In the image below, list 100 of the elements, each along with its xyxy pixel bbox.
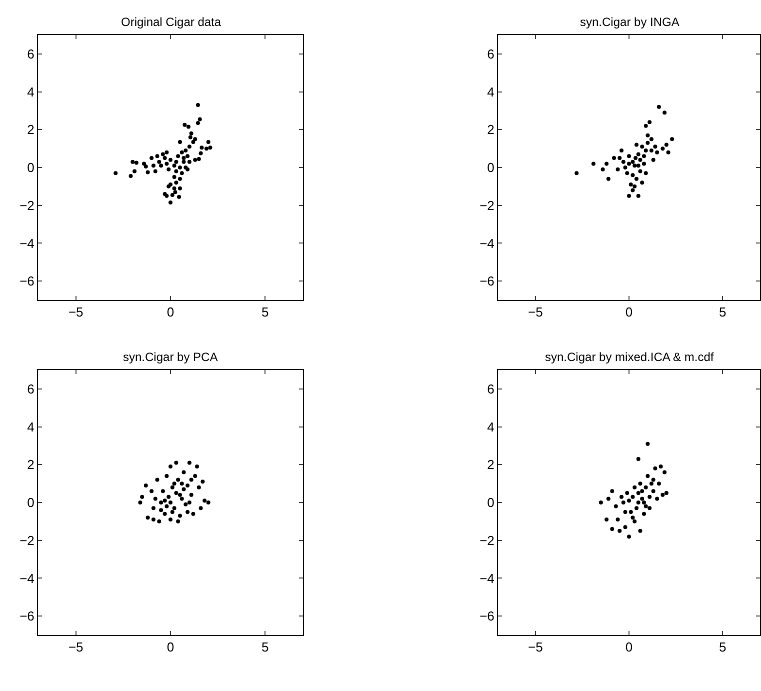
- point: [642, 162, 646, 166]
- point: [630, 516, 635, 520]
- point: [155, 478, 160, 482]
- y-tick-label: 6: [487, 46, 494, 62]
- x-tick-label: 5: [262, 640, 269, 655]
- point: [627, 534, 631, 539]
- point: [644, 485, 648, 490]
- y-tick-label: 0: [487, 160, 494, 176]
- point: [176, 478, 180, 482]
- point: [646, 474, 650, 478]
- y-tick-label: 6: [27, 46, 34, 62]
- x-tick-label: −5: [68, 304, 84, 320]
- point: [630, 173, 635, 178]
- y-tick-label: −6: [20, 608, 34, 624]
- point: [159, 500, 164, 504]
- point: [634, 176, 638, 181]
- chart-title: syn.Cigar by PCA: [123, 350, 218, 364]
- point: [180, 482, 184, 486]
- y-tick-label: 0: [27, 495, 34, 510]
- point: [195, 464, 199, 469]
- point: [660, 492, 665, 497]
- point: [623, 525, 628, 530]
- point: [168, 464, 172, 469]
- point: [638, 158, 642, 162]
- y-tick-label: −2: [20, 198, 34, 213]
- point: [186, 510, 190, 514]
- x-tick-label: −5: [528, 304, 543, 320]
- point: [150, 489, 154, 494]
- y-tick-label: −4: [20, 236, 34, 251]
- point: [646, 133, 650, 138]
- point: [200, 480, 205, 484]
- point: [630, 188, 635, 192]
- point: [649, 482, 654, 486]
- point: [656, 104, 661, 109]
- x-tick-label: 5: [262, 304, 269, 320]
- point: [627, 154, 631, 158]
- point: [172, 482, 176, 486]
- chart-title: Original Cigar data: [121, 15, 222, 29]
- y-tick-label: 2: [487, 122, 494, 138]
- point: [170, 485, 174, 490]
- point: [610, 527, 614, 531]
- y-tick-label: 2: [27, 457, 34, 472]
- point: [604, 162, 609, 166]
- point: [151, 518, 156, 522]
- point: [627, 194, 631, 198]
- y-tick-label: 4: [27, 419, 34, 434]
- point: [182, 470, 186, 474]
- point: [655, 496, 660, 501]
- point: [662, 470, 667, 474]
- point: [632, 164, 637, 168]
- y-tick-label: 4: [487, 84, 494, 100]
- point: [616, 518, 620, 522]
- point: [630, 494, 635, 499]
- point: [636, 194, 640, 198]
- y-tick-label: 2: [487, 457, 494, 472]
- point: [648, 494, 652, 499]
- y-tick-label: 2: [27, 122, 34, 138]
- y-tick-label: 0: [487, 495, 494, 510]
- point: [159, 508, 164, 512]
- point: [591, 162, 596, 166]
- point: [174, 491, 178, 496]
- point: [174, 460, 178, 465]
- point: [642, 512, 646, 516]
- point: [642, 154, 646, 158]
- point: [662, 110, 667, 115]
- point: [646, 140, 650, 145]
- point: [664, 142, 668, 147]
- point: [640, 180, 644, 185]
- point: [606, 176, 610, 181]
- x-tick-label: 5: [718, 640, 726, 655]
- point: [636, 164, 640, 168]
- point: [649, 137, 654, 142]
- y-tick-label: −6: [480, 274, 494, 289]
- point: [640, 489, 644, 494]
- point: [180, 496, 184, 501]
- x-tick-label: 0: [625, 640, 633, 655]
- y-tick-label: 4: [27, 84, 34, 100]
- point: [646, 442, 650, 446]
- point: [640, 144, 644, 149]
- point: [198, 506, 203, 510]
- y-tick-label: −2: [20, 532, 34, 548]
- point: [627, 162, 631, 166]
- point: [178, 492, 182, 497]
- point: [644, 171, 648, 176]
- y-tick-label: 0: [27, 160, 34, 176]
- y-tick-label: 6: [27, 381, 34, 396]
- point: [146, 516, 150, 520]
- point: [644, 504, 648, 508]
- y-tick-label: −4: [480, 570, 494, 586]
- x-tick-label: 0: [625, 304, 633, 320]
- y-tick-label: −4: [480, 236, 494, 251]
- point: [166, 494, 171, 499]
- point: [625, 171, 630, 176]
- point: [636, 456, 640, 461]
- y-tick-label: 4: [487, 419, 494, 434]
- point: [612, 156, 616, 160]
- point: [628, 182, 633, 187]
- point: [168, 500, 172, 504]
- point: [178, 514, 182, 518]
- y-tick-label: 6: [487, 381, 494, 396]
